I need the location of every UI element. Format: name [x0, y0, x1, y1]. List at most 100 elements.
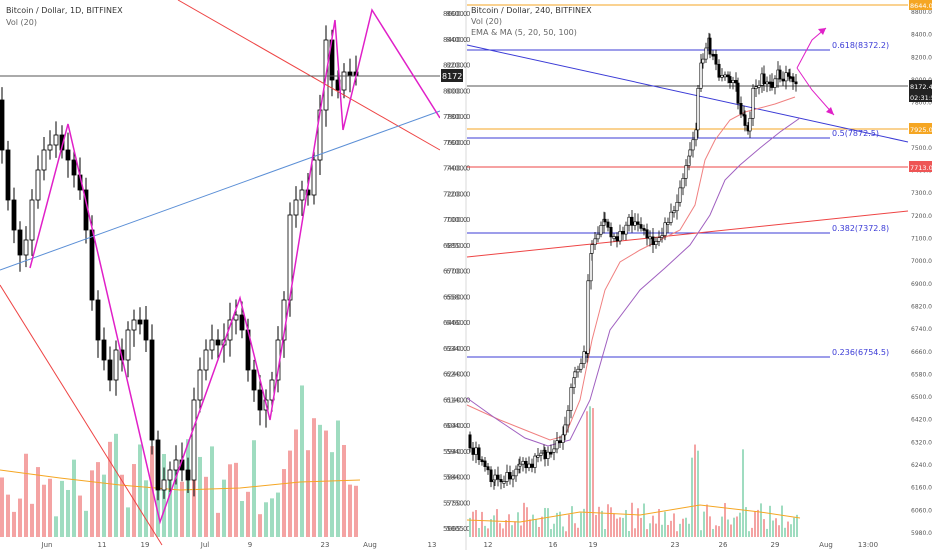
- right-volume-bar: [694, 444, 696, 537]
- right-volume-bar: [622, 517, 624, 537]
- right-price-tags: 8644.0 8172.4 02:31:56 7925.0 7713.0: [909, 0, 932, 172]
- left-vol-label: Vol (20): [6, 18, 37, 27]
- left-price-tick: 7200.0: [446, 190, 471, 198]
- right-candle-body: [590, 244, 594, 254]
- right-chart-panel: 0.618(8372.2) 0.5(7872.5) 0.382(7372.8) …: [443, 0, 932, 550]
- right-volume-bar: [604, 529, 606, 537]
- left-volume-bar: [336, 420, 340, 537]
- right-volume-bar: [754, 511, 756, 537]
- left-candle-body: [173, 459, 179, 471]
- right-axis-left-tick: 8000.0: [443, 87, 468, 95]
- left-candle-body: [95, 299, 101, 341]
- right-candle-body: [691, 139, 695, 151]
- right-volume-bar: [733, 517, 735, 537]
- left-price-tick: 7600.0: [446, 139, 471, 147]
- left-candle-body: [23, 239, 29, 256]
- right-volume-bar: [568, 514, 570, 537]
- right-volume-bar: [475, 510, 477, 537]
- right-volume-bar: [601, 510, 603, 537]
- right-candle-body: [489, 469, 493, 482]
- right-candle-body: [704, 47, 708, 60]
- right-candle-body: [648, 236, 652, 240]
- right-volume-bar: [634, 528, 636, 537]
- left-volume-bar: [84, 510, 88, 537]
- right-volume-bar: [529, 519, 531, 537]
- left-volume-bar: [120, 474, 124, 537]
- left-volume-bar: [66, 489, 70, 537]
- right-price-tick: 6320.0: [911, 439, 932, 446]
- right-candle-body: [657, 237, 661, 242]
- left-volume-bar: [348, 484, 352, 537]
- right-candle-body: [569, 387, 573, 411]
- left-volume-bar: [330, 452, 334, 537]
- right-volume-bar: [493, 515, 495, 537]
- left-volume-bar: [18, 498, 22, 537]
- right-candle-body: [505, 472, 509, 482]
- right-candle-body: [669, 211, 673, 223]
- left-candle-body: [29, 199, 35, 241]
- right-candle-body: [734, 80, 738, 84]
- left-candle-body: [197, 369, 203, 401]
- right-candle-body: [723, 74, 727, 78]
- left-volume-bar: [150, 446, 154, 537]
- right-candle-body: [778, 69, 782, 80]
- right-volume-bar: [505, 520, 507, 537]
- right-volume-bar: [751, 527, 753, 537]
- left-candle-body: [131, 319, 137, 331]
- left-candle-body: [347, 71, 353, 77]
- right-volume-bar: [655, 523, 657, 537]
- left-candle-body: [101, 339, 107, 361]
- right-date-tick: Aug: [819, 541, 833, 549]
- right-volume-bar: [757, 509, 759, 537]
- right-volume-bar: [565, 531, 567, 537]
- right-volume-bar: [508, 514, 510, 537]
- price-tag-text: 8644.0: [910, 2, 932, 10]
- right-price-tick: 6900.0: [911, 281, 932, 288]
- right-volume-bar: [496, 509, 498, 537]
- left-volume-bar: [180, 481, 184, 537]
- right-candle-body: [636, 221, 640, 225]
- right-candle-body: [639, 224, 643, 229]
- left-volume-bar: [282, 469, 286, 537]
- left-chart-panel: 8600.0 8400.0 8200.0 8000.0 7800.0 7600.0 7400…: [0, 0, 471, 550]
- right-volume-bar: [583, 508, 585, 537]
- right-candle-body: [684, 165, 688, 179]
- left-volume-bar: [234, 462, 238, 537]
- right-volume-bar: [472, 511, 474, 537]
- right-candle-body: [736, 82, 740, 104]
- left-price-axis: 8600.0 8400.0 8200.0 8000.0 7800.0 7600.0 7400…: [446, 10, 471, 533]
- right-candle-body: [477, 447, 481, 461]
- right-candle-body: [599, 225, 603, 235]
- right-candle-body: [582, 351, 586, 364]
- right-volume-bar: [688, 523, 690, 537]
- left-volume-bar: [54, 516, 58, 537]
- right-candle-body: [543, 449, 547, 459]
- left-candle-body: [209, 339, 215, 351]
- right-volume-bar: [664, 511, 666, 537]
- right-axis-left-tick: 5665.0: [443, 525, 468, 533]
- right-candle-body: [784, 72, 788, 82]
- right-volume-bar: [691, 457, 693, 537]
- left-volume-bar: [276, 492, 280, 537]
- right-candle-body: [603, 218, 607, 223]
- left-red-trendline-bottom: [0, 284, 163, 546]
- right-candle-body: [530, 463, 534, 468]
- right-date-tick: 13:00: [858, 541, 878, 549]
- right-axis-left-tick: 6240.0: [443, 371, 468, 379]
- left-volume-bar: [6, 494, 10, 537]
- right-volume-bar: [577, 527, 579, 537]
- left-candle-body: [233, 314, 239, 321]
- ascending-trendline: [466, 210, 909, 258]
- left-volume-bar: [90, 470, 94, 537]
- right-date-tick: 12: [484, 541, 493, 549]
- right-candle-body: [533, 455, 537, 468]
- right-price-tick: 6740.0: [911, 326, 932, 333]
- right-candle-body: [754, 86, 758, 90]
- price-tag-bg: [909, 80, 932, 91]
- right-volume-bar: [544, 507, 546, 537]
- right-candle-body: [672, 210, 676, 214]
- left-candle-body: [5, 149, 11, 201]
- right-volume-bar: [616, 518, 618, 537]
- price-tag-bg: [909, 123, 932, 134]
- left-volume-bar: [240, 500, 244, 537]
